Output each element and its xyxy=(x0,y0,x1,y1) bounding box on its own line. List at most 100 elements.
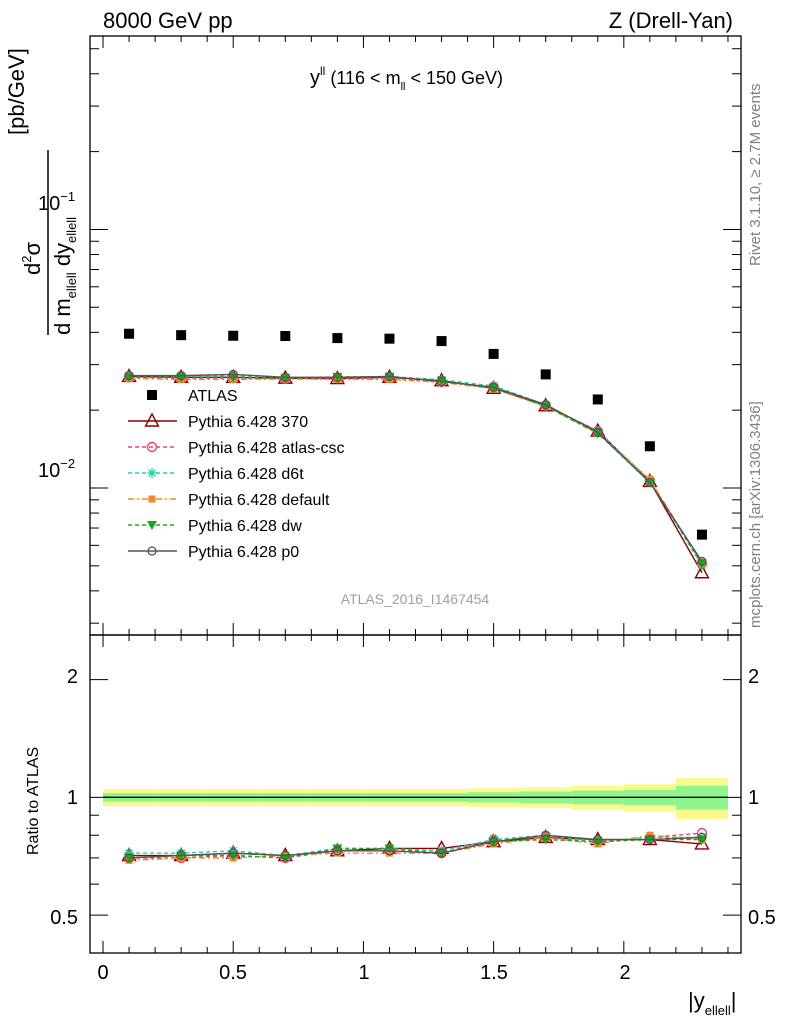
point-atlas xyxy=(436,336,447,347)
series-p0 xyxy=(124,369,707,567)
legend-item-p0: Pythia 6.428 p0 xyxy=(128,544,299,561)
point-dw xyxy=(696,559,707,569)
point-p0 xyxy=(436,376,447,387)
point-atlas xyxy=(228,330,239,341)
ratio-point-p0 xyxy=(697,832,707,843)
ratio-line-d6t xyxy=(129,834,702,857)
point-p0 xyxy=(124,370,134,381)
ratio-point-p0 xyxy=(176,850,186,861)
ratio-tick-label-0.5-right: 0.5 xyxy=(748,907,776,929)
legend: ATLAS Pythia 6.428 370 Pythia 6.428 atlas-… xyxy=(128,388,345,561)
ratio-point-p0 xyxy=(280,850,290,861)
header-left: 8000 GeV pp xyxy=(103,8,233,33)
ratio-line-default xyxy=(129,834,702,862)
series-line-p0 xyxy=(129,373,703,562)
legend-marker-atlas xyxy=(147,390,157,400)
x-tick-label-2: 2 xyxy=(619,962,630,984)
x-tick-label-1.5: 1.5 xyxy=(480,962,508,984)
point-atlas xyxy=(176,330,187,341)
plot-title-main: y xyxy=(310,67,320,89)
legend-label-d6t: Pythia 6.428 d6t xyxy=(188,466,304,483)
main-y-axis-label: d2σ d mellell dyellell [pb/GeV] xyxy=(4,48,79,335)
legend-label-atlas_csc: Pythia 6.428 atlas-csc xyxy=(188,440,345,457)
point-p0 xyxy=(488,382,499,393)
plot-title: yll (116 < mll < 150 GeV) xyxy=(310,64,503,93)
point-p0 xyxy=(541,400,551,410)
ratio-point-p0 xyxy=(332,846,343,856)
ratio-series-p370 xyxy=(121,828,710,862)
ratio-point-dw xyxy=(332,844,343,854)
x-tick-label-0.5: 0.5 xyxy=(219,962,247,984)
rivet-version-label: Rivet 3.1.10, ≥ 2.7M events xyxy=(747,84,764,267)
legend-item-atlas: ATLAS xyxy=(147,388,238,405)
mcplots-label: mcplots.cern.ch [arXiv:1306.3436] xyxy=(747,401,764,628)
plot-title-sub: ll xyxy=(401,81,406,93)
point-dw xyxy=(488,383,499,393)
legend-marker-p370 xyxy=(144,412,160,427)
y-label-num-d: d xyxy=(20,263,45,275)
point-p0 xyxy=(593,427,603,438)
legend-marker-p0 xyxy=(147,546,157,556)
legend-label-dw: Pythia 6.428 dw xyxy=(188,518,302,535)
legend-marker-dw xyxy=(147,521,157,530)
plot-title-sup: ll xyxy=(320,64,325,78)
ratio-y-axis-label: Ratio to ATLAS xyxy=(25,747,42,855)
ratio-point-dw xyxy=(124,853,135,863)
svg-text:d2σ: d2σ xyxy=(19,242,45,275)
point-p0 xyxy=(176,370,186,381)
y-tick-label-1e-1: 10−1 xyxy=(38,189,75,215)
ratio-tick-label-2-left: 2 xyxy=(67,666,78,688)
point-atlas xyxy=(540,369,551,380)
ratio-point-d6t xyxy=(228,845,239,856)
x-tick-label-1: 1 xyxy=(358,962,369,984)
point-atlas xyxy=(696,529,707,540)
plot-title-range-end: < 150 GeV) xyxy=(405,68,503,88)
point-p0 xyxy=(384,371,395,382)
y-label-den-m-sub: ellell xyxy=(64,272,79,298)
ratio-axis-ticks xyxy=(90,635,741,954)
svg-text:d mellell dyellell: d mellell dyellell xyxy=(50,217,79,335)
point-p370 xyxy=(694,564,710,579)
point-atlas xyxy=(332,333,343,344)
main-series-group xyxy=(121,328,710,579)
ratio-point-p0 xyxy=(645,834,655,845)
ratio-point-dw xyxy=(384,844,395,854)
y-label-den-dy: dy xyxy=(50,243,75,272)
x-tick-label-0: 0 xyxy=(97,962,108,984)
main-axis-ticks xyxy=(90,36,741,635)
ratio-point-p0 xyxy=(436,848,447,858)
ratio-point-p0 xyxy=(488,837,499,847)
y-label-num-sup: 2 xyxy=(19,256,34,263)
legend-label-atlas: ATLAS xyxy=(188,388,238,405)
y-label-den-dm: d m xyxy=(50,298,75,335)
series-atlas xyxy=(124,328,707,540)
ratio-line-p0 xyxy=(129,834,702,859)
ratio-point-p0 xyxy=(124,853,134,863)
legend-item-dw: Pythia 6.428 dw xyxy=(128,518,302,535)
point-p0 xyxy=(697,556,707,567)
y-label-unit: [pb/GeV] xyxy=(4,48,29,135)
ratio-point-p0 xyxy=(384,846,395,856)
plot-title-range: (116 < m xyxy=(330,68,400,88)
legend-label-p370: Pythia 6.428 370 xyxy=(188,414,308,431)
x-axis-label: |yellell| xyxy=(688,988,736,1018)
legend-label-p0: Pythia 6.428 p0 xyxy=(188,544,299,561)
point-atlas xyxy=(384,333,395,344)
legend-marker-d6t xyxy=(147,468,157,478)
point-atlas xyxy=(280,331,291,342)
header-right: Z (Drell-Yan) xyxy=(609,8,733,33)
ratio-point-p0 xyxy=(593,834,603,845)
ratio-series-group xyxy=(121,827,710,864)
ratio-point-dw xyxy=(280,853,291,863)
ratio-tick-label-1-left: 1 xyxy=(67,787,78,809)
ratio-tick-label-2-right: 2 xyxy=(748,666,759,688)
ratio-tick-label-0.5-left: 0.5 xyxy=(50,907,78,929)
point-dw xyxy=(384,372,395,382)
legend-marker-atlas_csc xyxy=(146,441,158,453)
ratio-series-p0 xyxy=(124,830,707,863)
point-atlas xyxy=(592,394,603,405)
legend-item-default: Pythia 6.428 default xyxy=(128,492,330,509)
analysis-watermark: ATLAS_2016_I1467454 xyxy=(341,591,490,607)
legend-label-default: Pythia 6.428 default xyxy=(188,492,330,509)
